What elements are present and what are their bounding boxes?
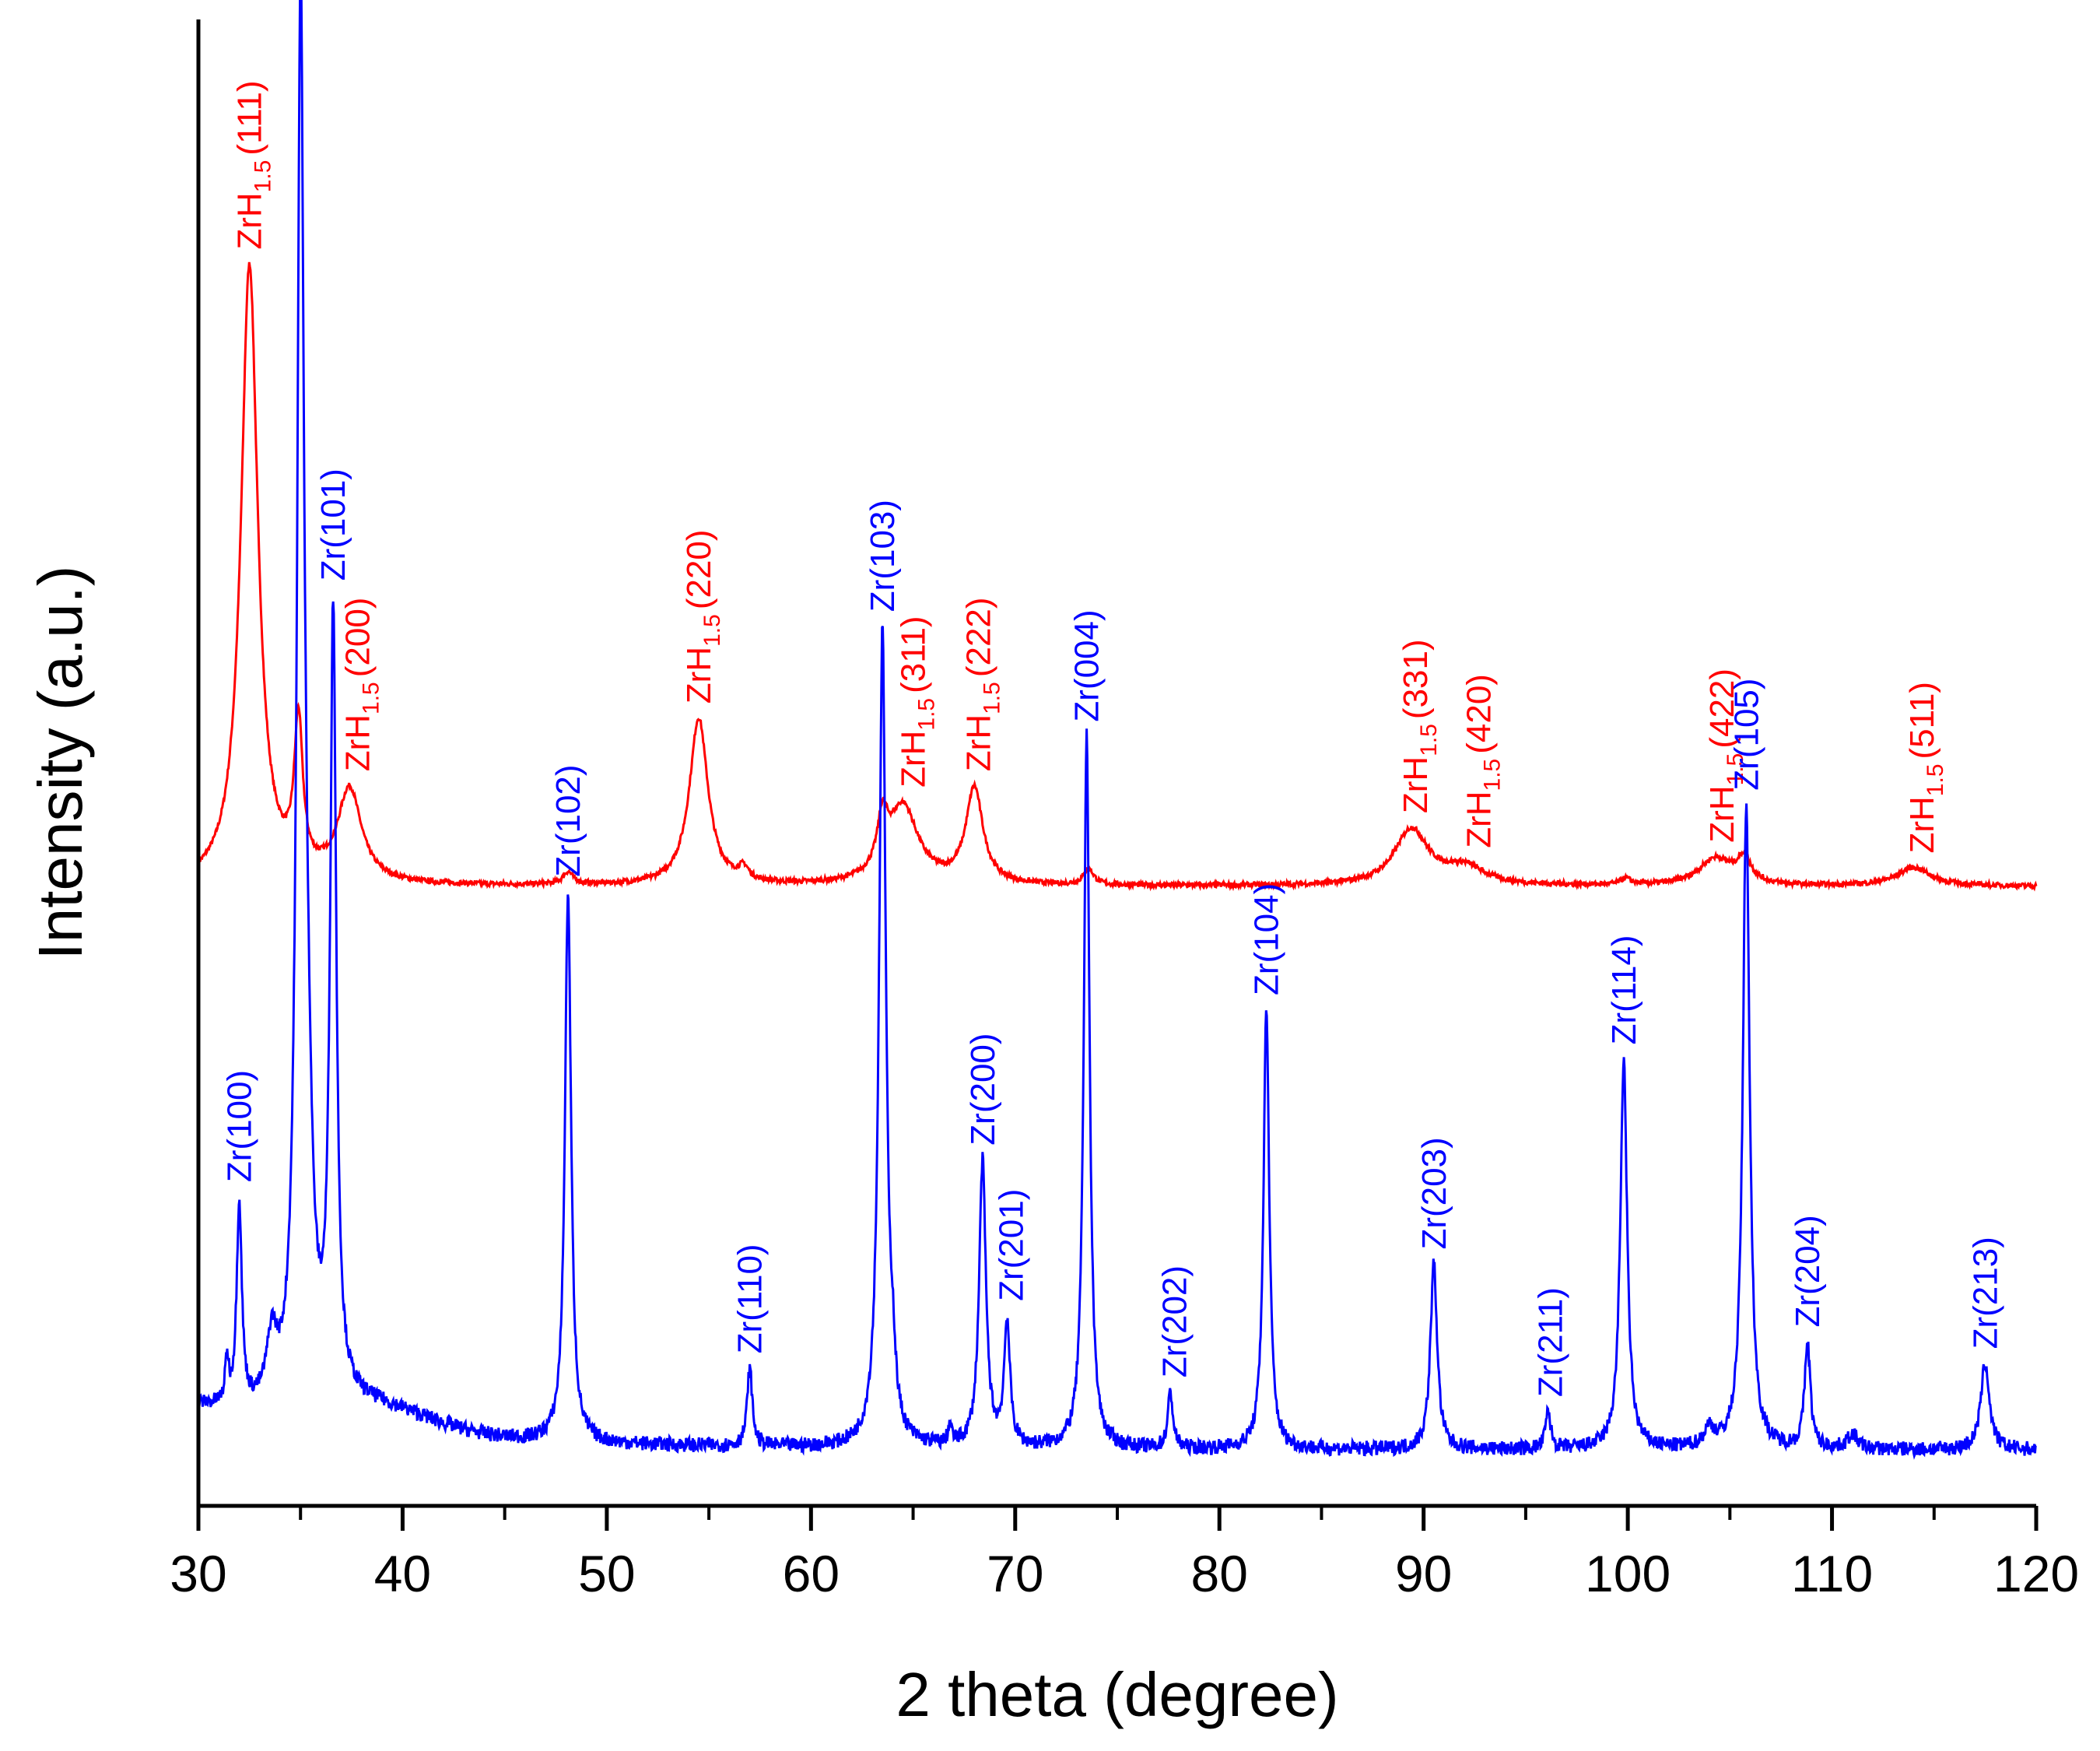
peak-label-formula: ZrH: [895, 731, 933, 788]
x-tick-label: 100: [1585, 1545, 1671, 1602]
peak-label: Zr(202): [1156, 1265, 1194, 1377]
peak-label: Zr(102): [549, 764, 587, 876]
peak-label: Zr(204): [1789, 1215, 1827, 1327]
x-tick-label: 80: [1191, 1545, 1248, 1602]
peak-label: Zr(200): [964, 1033, 1002, 1145]
peak-label: Zr(211): [1531, 1287, 1569, 1397]
peak-label-subscript: 1.5: [914, 698, 940, 731]
x-axis-title: 2 theta (degree): [896, 1660, 1338, 1729]
peak-label-subscript: 1.5: [1480, 759, 1506, 791]
peak-label-formula: ZrH: [1903, 796, 1941, 853]
peak-label-subscript: 1.5: [1723, 753, 1748, 786]
peak-label: Zr(103): [864, 500, 902, 612]
peak-label-formula: ZrH: [231, 192, 269, 249]
peak-label-subscript: 1.5: [1923, 763, 1948, 796]
peak-label: Zr(114): [1605, 935, 1643, 1044]
peak-label-hkl: (200): [339, 598, 377, 678]
x-tick-label: 120: [1993, 1545, 2079, 1602]
peak-label: ZrH1.5 (200): [339, 598, 384, 772]
x-tick-label: 110: [1791, 1545, 1873, 1602]
peak-label-hkl: (331): [1397, 639, 1435, 719]
peak-label: ZrH1.5 (420): [1460, 674, 1506, 848]
peak-label: Zr(101): [314, 468, 352, 581]
peak-label-subscript: 1.5: [980, 682, 1005, 714]
peak-label-formula: ZrH: [1397, 756, 1435, 813]
series-layer: [197, 0, 2038, 1460]
peak-label-subscript: 1.5: [359, 682, 384, 714]
peak-label-hkl: (220): [680, 529, 718, 609]
x-tick-label: 30: [170, 1545, 226, 1602]
peak-label-hkl: (420): [1460, 674, 1499, 754]
x-tick-label: 70: [987, 1545, 1043, 1602]
peak-label: Zr(105): [1727, 678, 1765, 790]
series-line-zr: [197, 0, 2037, 1460]
peak-label-hkl: (311): [895, 616, 933, 693]
peak-label-formula: ZrH: [339, 714, 377, 771]
peak-label: Zr(004): [1068, 609, 1106, 721]
peak-label-formula: ZrH: [680, 647, 718, 704]
peak-label: Zr(100): [221, 1070, 259, 1182]
peak-label: Zr(203): [1415, 1137, 1453, 1249]
peak-label-formula: ZrH: [1703, 785, 1741, 842]
peak-label: ZrH1.5 (422): [1703, 668, 1748, 843]
peak-label: ZrH1.5 (331): [1397, 639, 1442, 813]
x-tick-label: 60: [783, 1545, 840, 1602]
x-tick-label: 40: [374, 1545, 431, 1602]
peak-label-hkl: (422): [1703, 668, 1741, 749]
x-tick-label: 50: [578, 1545, 635, 1602]
peak-label-subscript: 1.5: [699, 614, 725, 647]
y-axis-title: Intensity (a.u.): [26, 566, 95, 960]
peak-label-hkl: (111): [231, 80, 269, 155]
peak-label: ZrH1.5 (311): [895, 616, 940, 787]
peak-label-hkl: (511): [1903, 682, 1941, 759]
peak-label-formula: ZrH: [1460, 791, 1499, 847]
peak-label: Zr(104): [1248, 883, 1286, 995]
peak-label-subscript: 1.5: [251, 160, 276, 193]
peak-label: Zr(201): [993, 1189, 1031, 1301]
peak-label-subscript: 1.5: [1416, 724, 1442, 756]
x-tick-label: 90: [1395, 1545, 1452, 1602]
series-line-zrh1-5: [197, 261, 2038, 892]
peak-label: Zr(110): [731, 1244, 770, 1353]
axes: 30 40 50 60 70 80 90 100 110 120: [170, 19, 2079, 1602]
peak-label-formula: ZrH: [960, 714, 998, 771]
peak-label: ZrH1.5 (222): [960, 597, 1005, 771]
peak-label-layer: ZrH1.5(111)ZrH1.5(200) ZrH1.5(220)ZrH1.5(…: [221, 80, 2005, 1397]
peak-label: ZrH1.5 (111): [231, 80, 276, 249]
peak-label: ZrH1.5 (220): [680, 529, 725, 704]
peak-label: ZrH1.5 (511): [1903, 682, 1948, 853]
peak-label: Zr(213): [1966, 1237, 2004, 1349]
peak-label-hkl: (222): [960, 597, 998, 677]
